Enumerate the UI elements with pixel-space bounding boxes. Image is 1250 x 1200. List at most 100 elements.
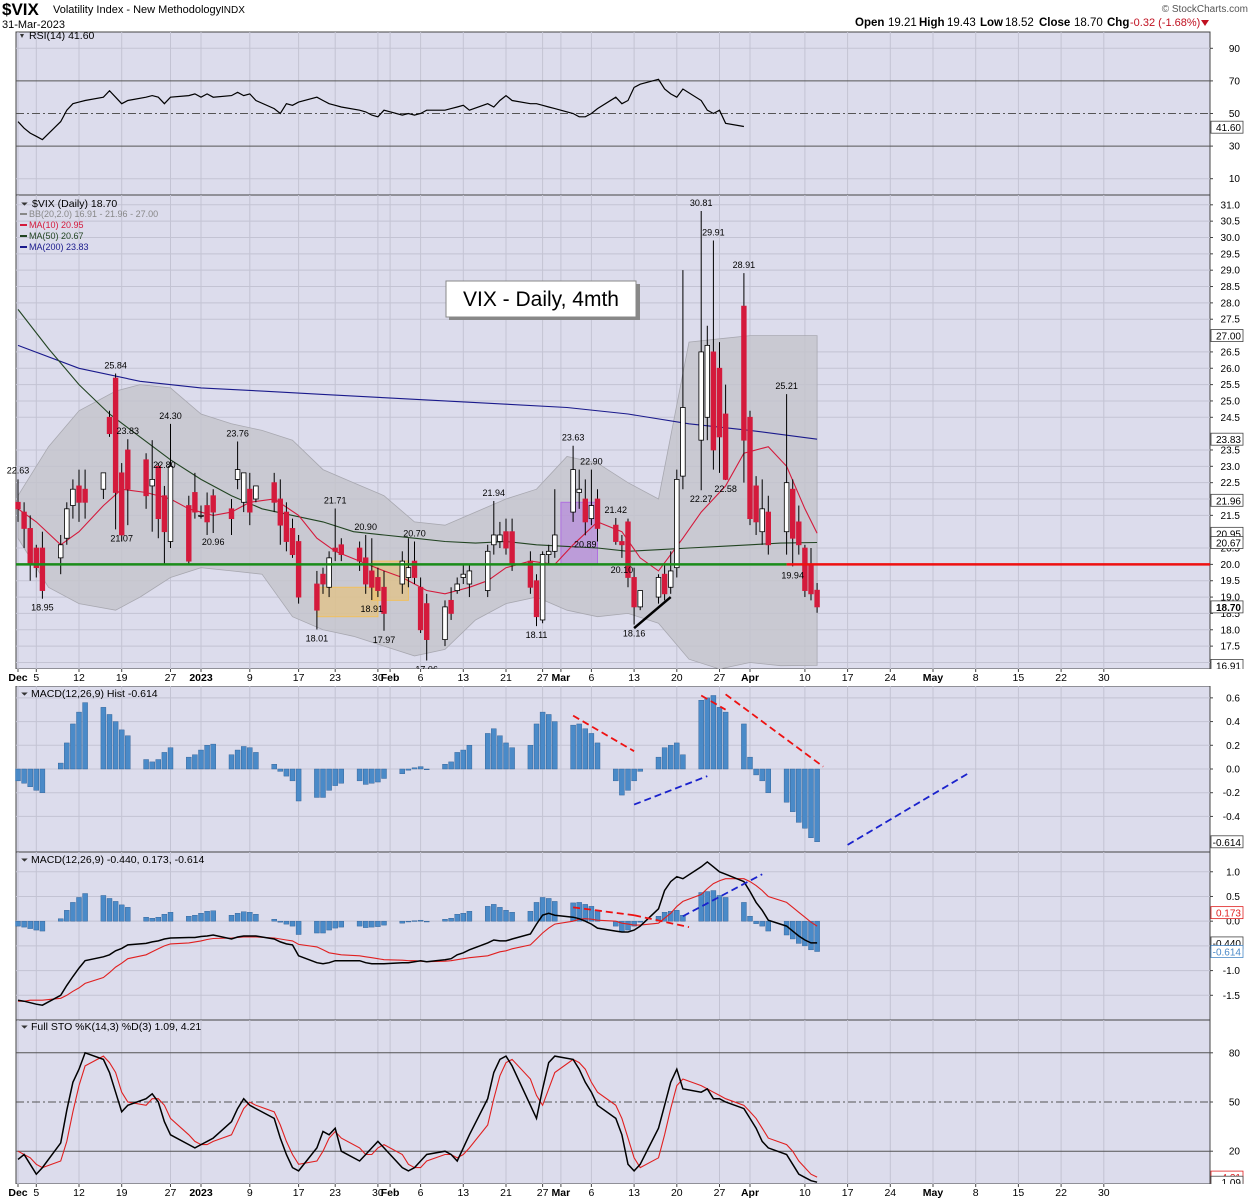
macd-panel-hist-bar: [417, 919, 424, 922]
macd-value-box: [1210, 945, 1244, 958]
x-axis-top-label: 10: [799, 672, 811, 684]
price-axis-tick-label: 25.0: [1221, 396, 1241, 407]
candle-body: [271, 482, 277, 503]
candle-body: [661, 573, 668, 595]
candle-body: [509, 531, 515, 565]
macd-panel-hist-bar: [802, 920, 808, 947]
candle-body: [247, 488, 253, 513]
candle-body: [637, 590, 643, 608]
macd-hist-title: MACD(12,26,9) Hist -0.614: [31, 688, 158, 700]
macd-hist-bar: [497, 735, 503, 770]
candle-body: [484, 550, 491, 591]
macd-panel-hist-bar: [716, 895, 723, 922]
candle-body: [326, 557, 332, 588]
watermark: © StockCharts.com: [1162, 4, 1248, 15]
annotation-shadow: [636, 284, 640, 320]
macd-hist-axis-tick-label: -0.2: [1223, 788, 1241, 799]
price-value-box: [1210, 536, 1244, 549]
macd-panel-hist-bar: [363, 920, 369, 928]
macd-hist-bar: [295, 768, 302, 802]
macd-hist-bar: [253, 752, 259, 770]
macd-panel-hist-bar: [332, 920, 338, 929]
candle-body: [210, 495, 216, 513]
macd-hist-bar: [710, 695, 717, 770]
x-axis-bottom-label: 20: [671, 1187, 683, 1199]
x-axis-top-label: 30: [372, 672, 384, 684]
macd-line: [17, 860, 818, 1006]
x-axis-bottom-label: 9: [247, 1187, 253, 1199]
macd-hist-bar: [460, 749, 466, 770]
price-peak-label: 18.16: [623, 629, 646, 639]
candle-body: [119, 472, 125, 536]
candle-body: [399, 560, 405, 585]
macd-hist-bar: [582, 728, 588, 770]
x-axis-top-label: 9: [247, 672, 253, 684]
x-axis-bottom-label: 6: [588, 1187, 594, 1199]
x-axis-bottom-label: 21: [500, 1187, 512, 1199]
price-peak-label: 23.83: [117, 426, 140, 436]
macd-panel-hist-bar: [698, 892, 704, 922]
price-peak-label: 17.97: [373, 635, 396, 645]
macd-panel-hist-bar: [442, 919, 448, 922]
price-peak-label: 24.30: [159, 411, 182, 421]
macd-panel-hist-bar: [546, 898, 552, 922]
annotation-frame: [445, 280, 637, 318]
price-axis-tick-label: 19.5: [1221, 576, 1241, 587]
macd-hist-bar: [619, 768, 625, 796]
macd-hist-bar: [509, 747, 515, 770]
price-peak-label: 22.80: [153, 460, 176, 470]
macd-hist-bar: [698, 700, 704, 770]
price-axis-tick-label: 18.5: [1221, 609, 1241, 620]
macd-panel-hist-bar: [497, 907, 503, 922]
macd-hist-bar: [546, 714, 552, 770]
price-axis-tick-label: 29.0: [1221, 266, 1241, 277]
x-axis-top-label: Mar: [552, 672, 571, 684]
sto-axis-tick-label: 20: [1229, 1147, 1241, 1158]
macd-panel-hist-bar: [143, 917, 149, 922]
macd-panel-hist-bar: [411, 920, 418, 922]
chart-header: $VIX Volatility Index - New Methodology …: [2, 0, 1248, 31]
macd-panel-hist-bar: [76, 897, 82, 922]
x-axis-bottom-label: 22: [1055, 1187, 1067, 1199]
sto-title: Full STO %K(14,3) %D(3) 1.09, 4.21: [31, 1021, 201, 1033]
macd-hist-bar: [753, 768, 759, 776]
candle-body: [338, 544, 344, 555]
macd-hist-bar: [198, 749, 204, 770]
x-axis-bottom-label: 13: [457, 1187, 469, 1199]
macd-panel-hist-bar: [356, 920, 363, 927]
candle-body: [204, 505, 210, 523]
macd-panel-hist-bar: [39, 920, 46, 932]
candle-body: [460, 573, 466, 578]
macd-hist-bar: [143, 759, 149, 770]
x-axis-top-label: May: [923, 672, 944, 684]
rsi-value-box: [1210, 120, 1244, 134]
macd-panel-hist-bar: [240, 911, 247, 922]
x-axis-top-label: 22: [1055, 672, 1067, 684]
macd-panel-hist-bar: [277, 920, 283, 923]
x-axis-top-label: 13: [457, 672, 469, 684]
macd-panel-hist-bar: [204, 911, 210, 922]
price-axis-tick-label: 27.5: [1221, 315, 1241, 326]
sto-d-line: [17, 1055, 818, 1178]
macd-panel-hist-bar: [631, 920, 637, 927]
macd-panel-hist-bar: [118, 904, 125, 922]
down-arrow-icon: [1201, 20, 1209, 26]
macd-panel: 1.00.50.0-0.5-1.0-1.50.173-0.440-0.614⏷M…: [15, 851, 1244, 1021]
macd-trend-line: [633, 914, 690, 928]
macd-panel-hist-bar: [576, 902, 582, 922]
price-peak-label: 18.11: [526, 630, 548, 640]
macd-hist-axis-tick-label: 0.2: [1226, 741, 1240, 752]
price-axis-tick-label: 26.5: [1221, 347, 1241, 358]
macd-hist-bar: [210, 743, 216, 770]
low-value: 18.52: [1005, 17, 1034, 29]
price-axis-tick-label: 23.5: [1221, 445, 1241, 456]
price-value-label: 27.00: [1216, 332, 1241, 343]
price-peak-label: 22.58: [714, 484, 737, 494]
macd-hist-bar: [192, 754, 198, 770]
price-panel: 22.63 18.95 25.84 21.07 23.83 24.30 22.80 20.96…: [7, 194, 1244, 675]
candle-body: [82, 488, 88, 503]
x-axis-bottom-label: May: [923, 1187, 944, 1199]
annotation-title: VIX - Daily, 4mth: [463, 288, 619, 311]
macd-hist-bar: [58, 762, 64, 770]
collapse-triangle-icon: [20, 34, 24, 38]
